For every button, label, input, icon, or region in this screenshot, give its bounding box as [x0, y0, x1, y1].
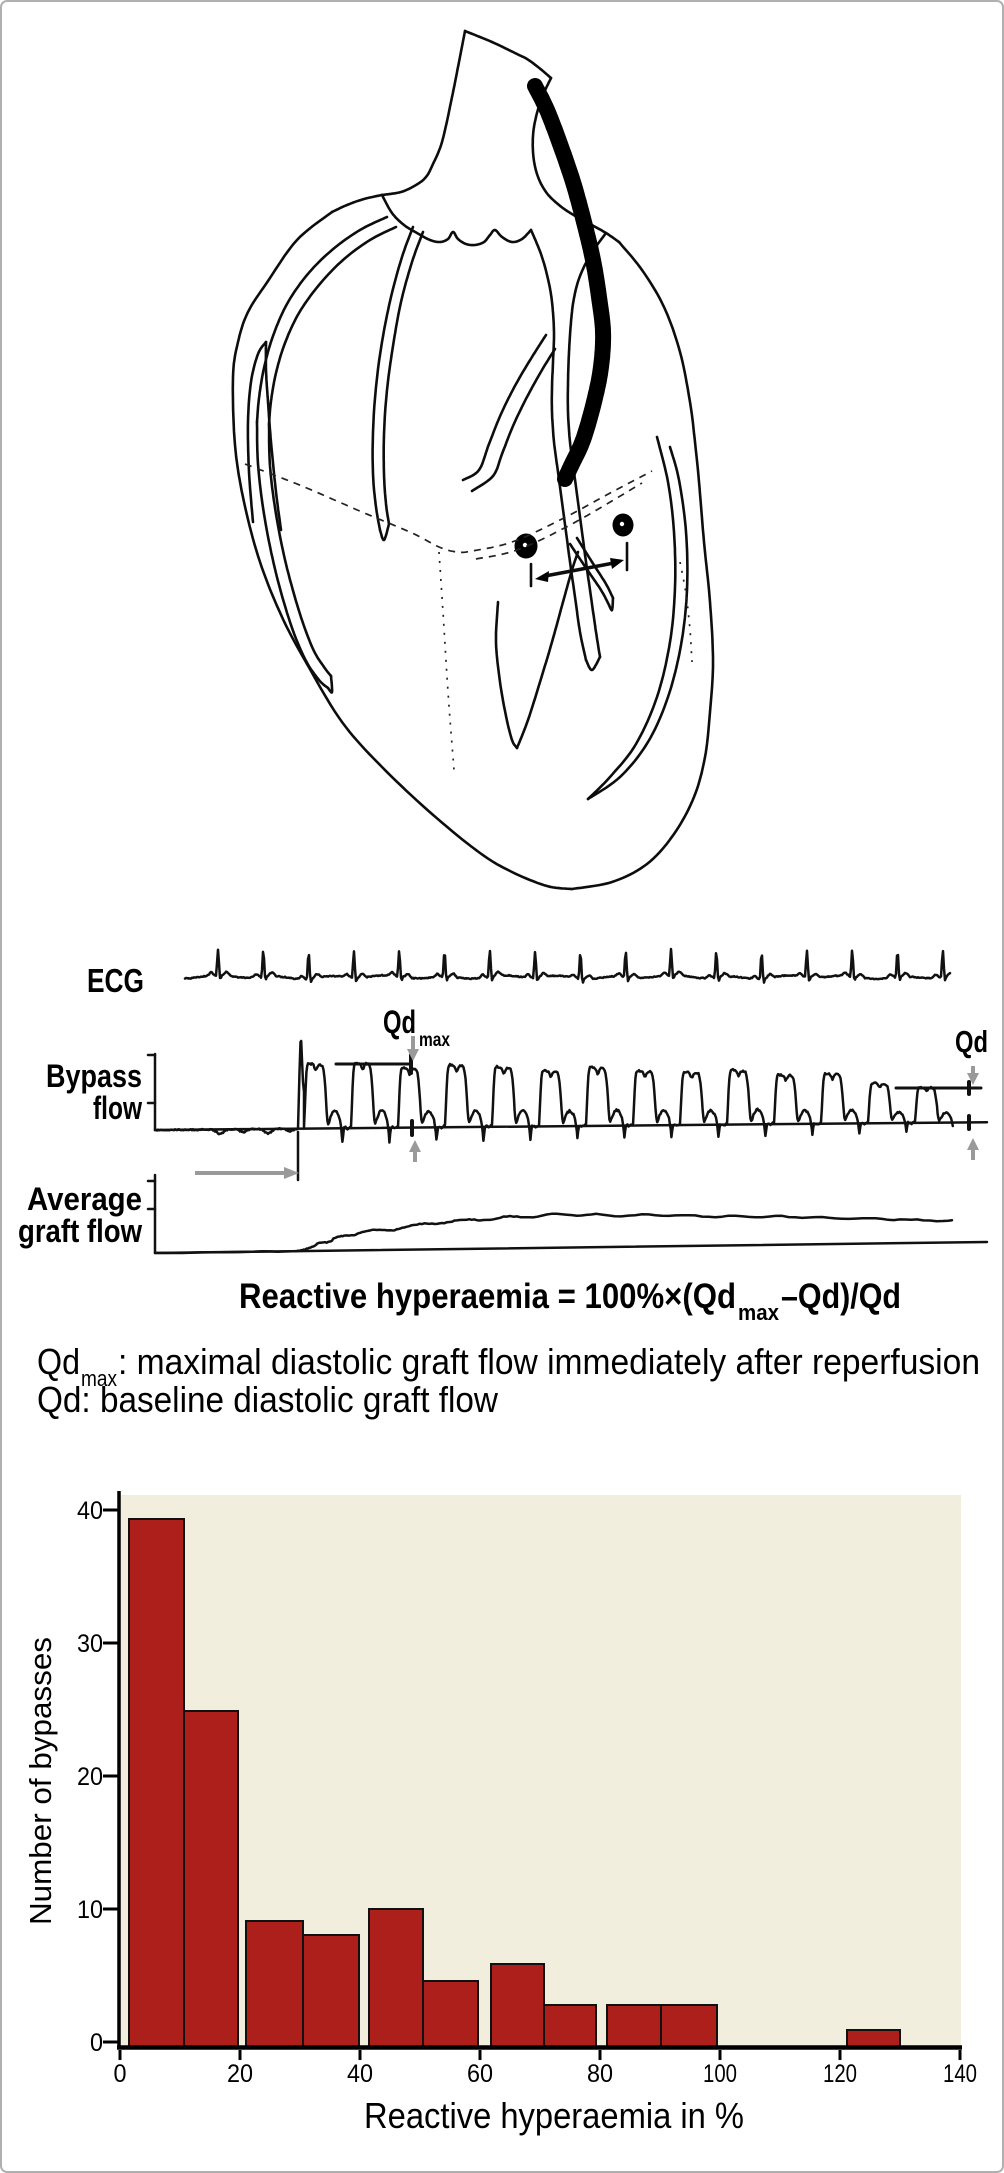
svg-text:140: 140	[943, 2060, 977, 2088]
svg-text:max: max	[419, 1030, 450, 1051]
svg-text:120: 120	[823, 2060, 857, 2088]
svg-text:max: max	[738, 1300, 780, 1325]
svg-text:Qd: baseline diastolic graft f: Qd: baseline diastolic graft flow	[37, 1379, 499, 1420]
svg-text:Average: Average	[27, 1181, 142, 1217]
svg-text:100: 100	[703, 2060, 737, 2088]
svg-text:0: 0	[114, 2060, 127, 2088]
svg-text:–Qd)/Qd: –Qd)/Qd	[781, 1277, 901, 1316]
svg-text:Reactive hyperaemia = 100%×(Qd: Reactive hyperaemia = 100%×(Qd	[239, 1277, 736, 1316]
svg-text:20: 20	[77, 1763, 103, 1791]
svg-text:40: 40	[347, 2060, 373, 2088]
svg-text:20: 20	[227, 2060, 253, 2088]
svg-text:80: 80	[587, 2060, 613, 2088]
svg-text:max: max	[81, 1366, 117, 1391]
svg-text:: maximal diastolic graft flow: : maximal diastolic graft flow immediate…	[118, 1341, 980, 1382]
svg-text:30: 30	[77, 1630, 103, 1658]
svg-text:60: 60	[467, 2060, 493, 2088]
svg-text:Bypass: Bypass	[46, 1058, 142, 1094]
svg-text:Reactive hyperaemia in %: Reactive hyperaemia in %	[364, 2095, 744, 2136]
svg-text:Qd: Qd	[955, 1024, 988, 1059]
svg-text:Qd: Qd	[37, 1341, 80, 1382]
svg-text:flow: flow	[93, 1090, 142, 1126]
svg-text:Qd: Qd	[383, 1004, 416, 1040]
svg-text:10: 10	[77, 1896, 103, 1924]
svg-text:0: 0	[90, 2029, 103, 2057]
svg-text:graft flow: graft flow	[18, 1213, 142, 1249]
svg-text:ECG: ECG	[87, 962, 144, 999]
svg-text:40: 40	[77, 1497, 103, 1525]
svg-text:Number of bypasses: Number of bypasses	[23, 1637, 58, 1925]
